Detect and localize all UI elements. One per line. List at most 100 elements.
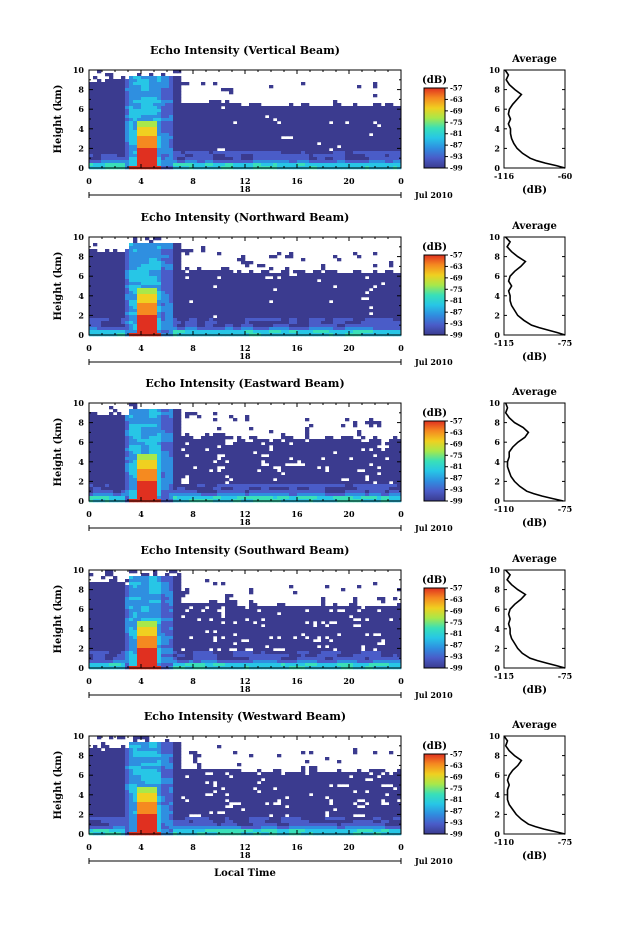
- heatmap-cell: [393, 303, 398, 307]
- heatmap-cell: [237, 133, 242, 137]
- heatmap-cell: [113, 279, 118, 283]
- heatmap-cell: [93, 300, 98, 304]
- heatmap-cell: [389, 124, 394, 128]
- heatmap-cell: [145, 252, 150, 256]
- heatmap-cell: [201, 436, 206, 440]
- heatmap-cell: [321, 118, 326, 122]
- heatmap-cell: [133, 442, 138, 446]
- heatmap-cell: [201, 463, 206, 467]
- heatmap-cell: [117, 448, 122, 452]
- heatmap-cell: [197, 157, 202, 161]
- heatmap-cell: [281, 142, 286, 146]
- heatmap-cell: [105, 472, 110, 476]
- heatmap-cell: [185, 439, 190, 443]
- heatmap-cell: [125, 160, 130, 164]
- heatmap-cell: [177, 127, 182, 131]
- heatmap-cell: [93, 151, 98, 155]
- heatmap-cell: [389, 330, 394, 334]
- heatmap-cell: [157, 76, 162, 80]
- heatmap-cell: [149, 261, 154, 265]
- heatmap-cell: [109, 136, 114, 140]
- heatmap-cell: [317, 330, 322, 334]
- heatmap-cell: [233, 127, 238, 131]
- heatmap-cell: [241, 318, 246, 322]
- heatmap-cell: [277, 327, 282, 331]
- heatmap-cell: [165, 85, 170, 89]
- heatmap-cell: [197, 469, 202, 473]
- heatmap-cell: [149, 324, 154, 328]
- heatmap-cell: [285, 112, 290, 116]
- heatmap-cell: [325, 106, 330, 110]
- heatmap-cell: [257, 306, 262, 310]
- heatmap-cell: [125, 279, 130, 283]
- heatmap-cell: [93, 270, 98, 274]
- heatmap-cell: [161, 327, 166, 331]
- heatmap-cell: [393, 160, 398, 164]
- heatmap-cell: [189, 445, 194, 449]
- heatmap-cell: [133, 91, 138, 95]
- heatmap-cell: [109, 484, 114, 488]
- heatmap-cell: [165, 273, 170, 277]
- heatmap-cell: [209, 103, 214, 107]
- heatmap-cell: [397, 142, 402, 146]
- heatmap-cell: [117, 291, 122, 295]
- heatmap-cell: [93, 124, 98, 128]
- heatmap-cell: [245, 121, 250, 125]
- heatmap-cell: [325, 115, 330, 119]
- heatmap-cell: [121, 109, 126, 113]
- heatmap-cell: [177, 442, 182, 446]
- heatmap-cell: [109, 412, 114, 416]
- heatmap-cell: [149, 330, 154, 334]
- heatmap-cell: [117, 294, 122, 298]
- heatmap-cell: [301, 309, 306, 313]
- heatmap-cell: [93, 127, 98, 131]
- x-tick-label: 0: [398, 343, 404, 353]
- heatmap-cell: [185, 469, 190, 473]
- heatmap-cell: [253, 294, 258, 298]
- heatmap-cell: [153, 285, 158, 289]
- heatmap-cell: [261, 309, 266, 313]
- heatmap-cell: [193, 457, 198, 461]
- heatmap-cell: [185, 118, 190, 122]
- heatmap-cell: [361, 309, 366, 313]
- heatmap-cell: [385, 124, 390, 128]
- heatmap-cell: [333, 273, 338, 277]
- heatmap-cell: [265, 315, 270, 319]
- heatmap-cell: [185, 82, 190, 86]
- heatmap-cell: [121, 154, 126, 158]
- heatmap-cell: [253, 303, 258, 307]
- heatmap-cell: [141, 297, 146, 301]
- heatmap-cell: [125, 127, 130, 131]
- heatmap-cell: [109, 303, 114, 307]
- heatmap-cell: [157, 252, 162, 256]
- heatmap-cell: [353, 297, 358, 301]
- heatmap-cell: [181, 460, 186, 464]
- heatmap-cell: [233, 300, 238, 304]
- heatmap-cell: [141, 421, 146, 425]
- heatmap-cell: [181, 442, 186, 446]
- heatmap-cell: [353, 115, 358, 119]
- heatmap-cell: [173, 258, 178, 262]
- heatmap-cell: [89, 448, 94, 452]
- heatmap-cell: [329, 318, 334, 322]
- heatmap-cell: [153, 409, 158, 413]
- heatmap-cell: [237, 297, 242, 301]
- heatmap-cell: [121, 451, 126, 455]
- heatmap-cell: [177, 124, 182, 128]
- heatmap-cell: [105, 496, 110, 500]
- heatmap-cell: [161, 258, 166, 262]
- heatmap-cell: [373, 160, 378, 164]
- heatmap-cell: [109, 109, 114, 113]
- heatmap-cell: [149, 157, 154, 161]
- heatmap-cell: [377, 160, 382, 164]
- heatmap-cell: [89, 481, 94, 485]
- heatmap-cell: [149, 312, 154, 316]
- heatmap-cell: [109, 421, 114, 425]
- heatmap-cell: [169, 243, 174, 247]
- heatmap-cell: [385, 154, 390, 158]
- x-tick-label: 20: [343, 343, 355, 353]
- heatmap-cell: [293, 151, 298, 155]
- heatmap-cell: [153, 145, 158, 149]
- heatmap-cell: [105, 124, 110, 128]
- heatmap-cell: [133, 85, 138, 89]
